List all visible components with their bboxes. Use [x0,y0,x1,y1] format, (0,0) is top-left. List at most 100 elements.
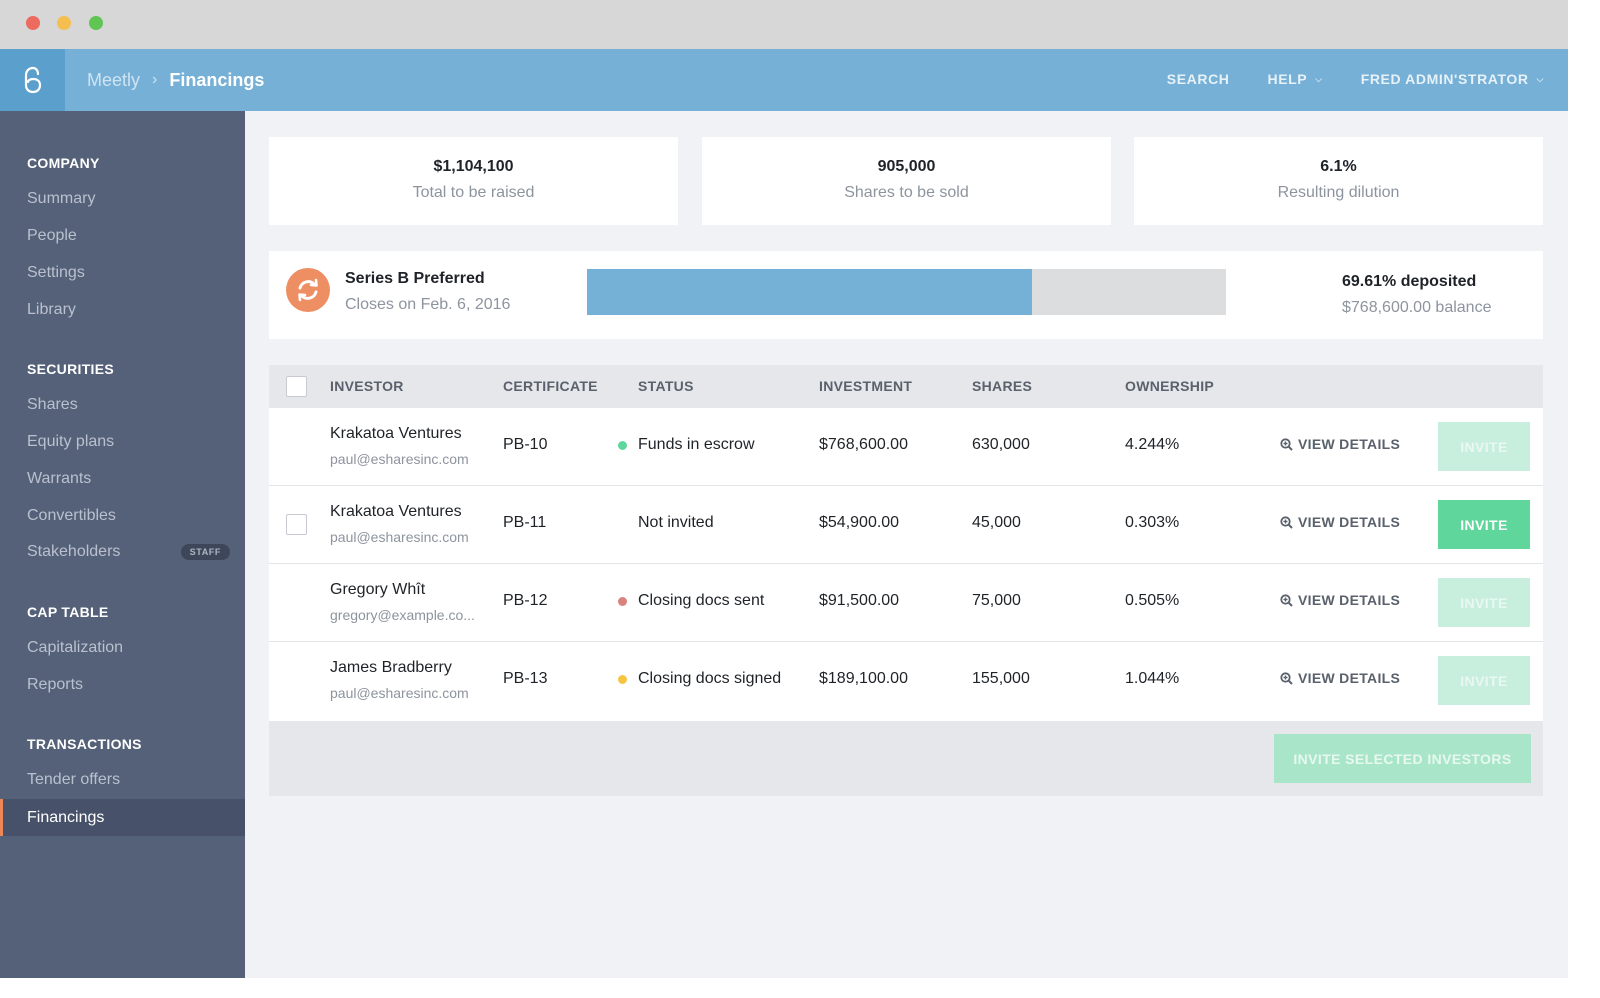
top-header: Meetly › Financings SEARCH HELP ⌵ FRED A… [0,49,1568,111]
sidebar-item-people[interactable]: People [27,226,77,244]
sidebar-section-transactions: TRANSACTIONS [27,736,142,752]
sidebar-item-equity-plans[interactable]: Equity plans [27,432,115,450]
close-window-button[interactable] [26,16,40,30]
sidebar-item-library[interactable]: Library [27,300,76,318]
ownership-cell: 0.505% [1125,592,1180,609]
help-label: HELP [1267,71,1308,87]
deposit-progress-bar [587,269,1226,315]
chevron-down-icon: ⌵ [1315,73,1323,84]
series-summary: Series B Preferred Closes on Feb. 6, 201… [269,251,1543,339]
column-header-investor[interactable]: INVESTOR [330,378,404,394]
sidebar-item-financings[interactable]: Financings [0,799,245,836]
view-details-link[interactable]: VIEW DETAILS [1280,670,1400,686]
sidebar-item-tender-offers[interactable]: Tender offers [27,770,121,788]
chevron-down-icon: ⌵ [1536,73,1544,84]
breadcrumb-separator-icon: › [152,71,158,88]
column-header-investment[interactable]: INVESTMENT [819,378,913,394]
status-dot [618,441,627,450]
certificate-cell: PB-10 [503,436,548,453]
refresh-icon [286,268,330,312]
stat-card-dilution: 6.1% Resulting dilution [1134,137,1543,225]
sidebar-item-warrants[interactable]: Warrants [27,469,92,487]
sidebar-item-stakeholders[interactable]: Stakeholders STAFF [0,533,245,570]
stat-label: Shares to be sold [844,184,969,201]
invite-button[interactable]: INVITE [1438,422,1530,471]
invite-button[interactable]: INVITE [1438,500,1530,549]
sidebar-section-cap-table: CAP TABLE [27,604,109,620]
shares-cell: 75,000 [972,592,1021,609]
sidebar-item-convertibles[interactable]: Convertibles [27,506,116,524]
stat-value: 905,000 [877,158,936,175]
staff-badge: STAFF [180,544,230,560]
invite-selected-investors-button[interactable]: INVITE SELECTED INVESTORS [1274,734,1531,783]
ownership-cell: 4.244% [1125,436,1180,453]
view-details-link[interactable]: VIEW DETAILS [1280,592,1400,608]
view-details-link[interactable]: VIEW DETAILS [1280,436,1400,452]
investor-name: James Bradberry [330,659,452,676]
investment-cell: $768,600.00 [819,436,908,453]
sidebar-item-label: Stakeholders [27,542,121,560]
stat-card-total-raised: $1,104,100 Total to be raised [269,137,678,225]
view-details-label: VIEW DETAILS [1298,514,1401,530]
status-cell: Closing docs signed [638,670,782,687]
invite-button[interactable]: INVITE [1438,578,1530,627]
sidebar-section-company: COMPANY [27,155,100,171]
sidebar-item-summary[interactable]: Summary [27,189,96,207]
logo-icon [24,66,41,94]
shares-cell: 45,000 [972,514,1021,531]
view-details-link[interactable]: VIEW DETAILS [1280,514,1400,530]
zoom-in-icon [1280,671,1293,685]
sidebar-section-securities: SECURITIES [27,361,115,377]
sidebar: COMPANY Summary People Settings Library … [0,111,245,978]
breadcrumb-company[interactable]: Meetly [87,69,141,90]
column-header-certificate[interactable]: CERTIFICATE [503,378,598,394]
investor-name: Krakatoa Ventures [330,503,462,520]
column-header-ownership[interactable]: OWNERSHIP [1125,378,1215,394]
column-header-shares[interactable]: SHARES [972,378,1033,394]
page-title: Financings [169,69,265,90]
status-cell: Funds in escrow [638,436,755,453]
ownership-cell: 0.303% [1125,514,1180,531]
sidebar-item-capitalization[interactable]: Capitalization [27,638,124,656]
series-name: Series B Preferred [345,270,485,287]
investors-table: INVESTOR CERTIFICATE STATUS INVESTMENT S… [269,365,1543,796]
zoom-in-icon [1280,437,1293,451]
stat-card-shares-sold: 905,000 Shares to be sold [702,137,1111,225]
user-name: FRED ADMIN'STRATOR [1360,71,1529,87]
search-link[interactable]: SEARCH [1166,71,1230,87]
help-menu[interactable]: HELP ⌵ [1268,71,1323,87]
table-row[interactable]: James Bradberry paul@esharesinc.com PB-1… [269,642,1543,720]
zoom-in-icon [1280,515,1293,529]
invite-button[interactable]: INVITE [1438,656,1530,705]
sidebar-item-reports[interactable]: Reports [27,675,84,693]
certificate-cell: PB-12 [503,592,548,609]
investment-cell: $91,500.00 [819,592,900,609]
select-all-checkbox[interactable] [286,376,307,397]
status-cell: Closing docs sent [638,592,765,609]
minimize-window-button[interactable] [57,16,71,30]
sidebar-item-shares[interactable]: Shares [27,395,78,413]
row-checkbox[interactable] [286,514,307,535]
table-header: INVESTOR CERTIFICATE STATUS INVESTMENT S… [269,365,1543,408]
investor-name: Krakatoa Ventures [330,425,462,442]
window-titlebar [0,0,1568,49]
series-close-date: Closes on Feb. 6, 2016 [345,296,511,313]
view-details-label: VIEW DETAILS [1298,592,1401,608]
view-details-label: VIEW DETAILS [1298,436,1401,452]
user-menu[interactable]: FRED ADMIN'STRATOR ⌵ [1361,71,1544,87]
zoom-in-icon [1280,593,1293,607]
investor-email: paul@esharesinc.com [330,529,469,545]
table-row[interactable]: Krakatoa Ventures paul@esharesinc.com PB… [269,408,1543,486]
sidebar-item-settings[interactable]: Settings [27,263,85,281]
shares-cell: 630,000 [972,436,1030,453]
deposited-percent: 69.61% deposited [1342,273,1477,290]
zoom-window-button[interactable] [89,16,103,30]
table-row[interactable]: Gregory Whît gregory@example.co... PB-12… [269,564,1543,642]
stat-value: 6.1% [1320,158,1357,175]
certificate-cell: PB-13 [503,670,548,687]
table-row[interactable]: Krakatoa Ventures paul@esharesinc.com PB… [269,486,1543,564]
column-header-status[interactable]: STATUS [638,378,694,394]
investment-cell: $54,900.00 [819,514,900,531]
investor-email: paul@esharesinc.com [330,685,469,701]
app-logo[interactable] [0,49,65,111]
